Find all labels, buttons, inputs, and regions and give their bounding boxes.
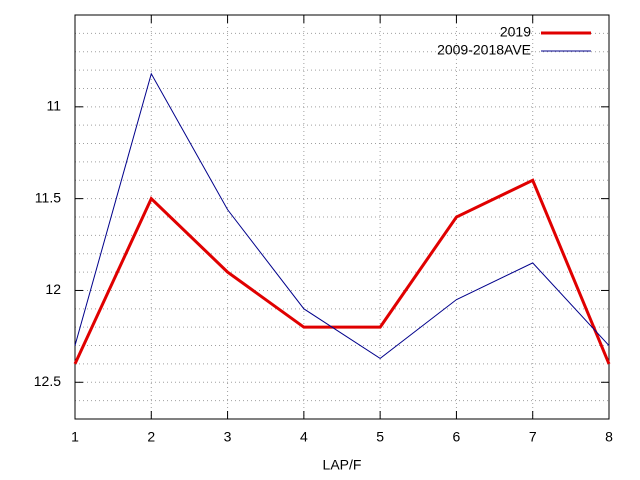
plot-frame (74, 14, 610, 420)
y-tick-label: 12.5 (34, 373, 61, 389)
x-axis-label: LAP/F (323, 457, 362, 473)
x-tick-label: 1 (71, 429, 79, 445)
x-tick-label: 8 (605, 429, 613, 445)
legend-label: 2019 (500, 24, 531, 40)
x-tick-label: 6 (453, 429, 461, 445)
x-tick-label: 3 (224, 429, 232, 445)
x-tick-label: 7 (529, 429, 537, 445)
y-tick-label: 11 (46, 98, 61, 114)
y-tick-label: 12 (45, 281, 61, 297)
x-tick-label: 4 (300, 429, 308, 445)
y-tick-label: 11.5 (35, 189, 61, 205)
x-tick-label: 5 (376, 429, 384, 445)
legend-label: 2009-2018AVE (437, 42, 531, 58)
x-tick-label: 2 (147, 429, 155, 445)
series-line (73, 178, 611, 365)
series-line (74, 72, 610, 360)
